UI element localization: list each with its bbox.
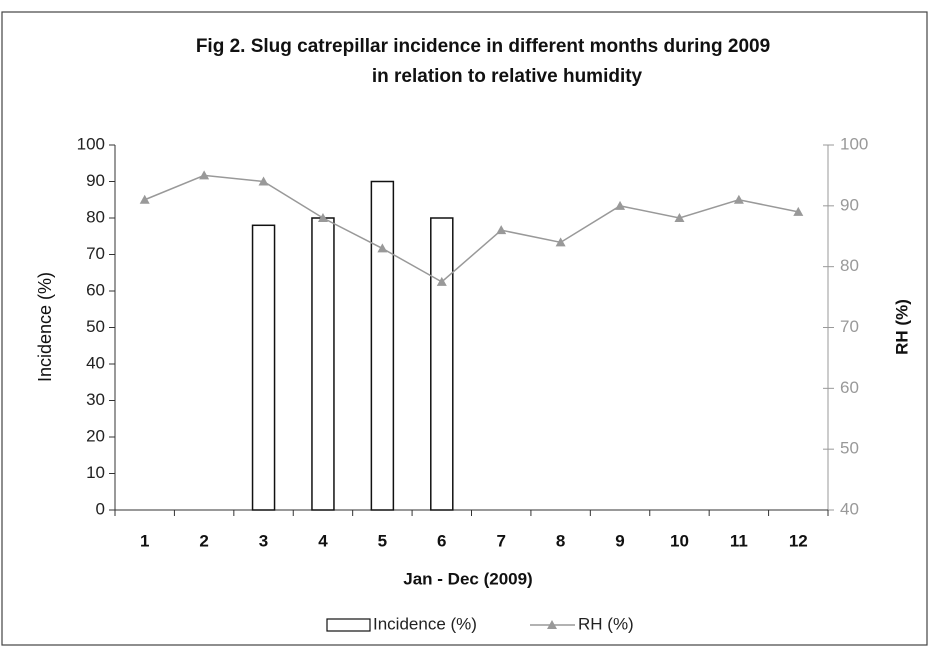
bar bbox=[251, 224, 276, 511]
x-tick-label: 8 bbox=[556, 531, 565, 550]
x-tick-label: 7 bbox=[496, 531, 505, 550]
x-tick-label: 10 bbox=[670, 531, 689, 550]
y2-tick-label: 90 bbox=[840, 195, 859, 214]
rh-marker bbox=[436, 276, 447, 286]
x-tick-label: 12 bbox=[789, 531, 808, 550]
y-tick-label: 30 bbox=[86, 390, 105, 409]
chart-title: in relation to relative humidity bbox=[372, 66, 643, 87]
x-tick-label: 4 bbox=[318, 531, 328, 550]
rh-marker bbox=[317, 213, 328, 222]
y2-tick-label: 50 bbox=[840, 439, 859, 458]
y-tick-label: 0 bbox=[96, 499, 105, 518]
rh-marker bbox=[139, 194, 150, 204]
y2-tick-label: 70 bbox=[840, 317, 859, 336]
rh-marker bbox=[733, 194, 744, 204]
bar bbox=[370, 180, 395, 511]
rh-marker bbox=[615, 200, 626, 210]
x-axis-label: Jan - Dec (2009) bbox=[403, 569, 532, 588]
x-tick-label: 5 bbox=[378, 531, 387, 550]
rh-marker bbox=[793, 206, 804, 216]
legend-label: Incidence (%) bbox=[373, 614, 477, 633]
y-tick-label: 50 bbox=[86, 317, 105, 336]
y-tick-label: 10 bbox=[86, 463, 105, 482]
y-tick-label: 90 bbox=[86, 171, 105, 190]
y2-tick-label: 100 bbox=[840, 134, 868, 153]
rh-marker bbox=[496, 225, 507, 235]
bar bbox=[311, 217, 335, 511]
x-tick-label: 3 bbox=[259, 531, 268, 550]
x-tick-label: 6 bbox=[437, 531, 446, 550]
y-tick-label: 20 bbox=[86, 426, 105, 445]
y-axis-label: Incidence (%) bbox=[35, 272, 55, 382]
rh-marker bbox=[555, 237, 566, 247]
legend-marker bbox=[547, 620, 557, 629]
y-tick-label: 70 bbox=[86, 244, 105, 263]
y2-tick-label: 80 bbox=[840, 256, 859, 275]
x-tick-label: 1 bbox=[140, 531, 149, 550]
legend-swatch bbox=[326, 618, 371, 632]
y2-axis-label: RH (%) bbox=[892, 299, 911, 355]
rh-marker bbox=[258, 176, 269, 186]
y-tick-label: 80 bbox=[86, 207, 105, 226]
rh-marker bbox=[674, 213, 685, 222]
legend-label: RH (%) bbox=[578, 614, 634, 633]
rh-marker bbox=[377, 243, 388, 253]
chart-title: Fig 2. Slug catrepillar incidence in dif… bbox=[196, 36, 770, 57]
x-tick-label: 11 bbox=[730, 531, 748, 550]
y-tick-label: 40 bbox=[86, 353, 105, 372]
x-tick-label: 2 bbox=[199, 531, 208, 550]
y-tick-label: 100 bbox=[77, 134, 105, 153]
y2-tick-label: 40 bbox=[840, 499, 859, 518]
frame bbox=[1, 11, 928, 646]
y-tick-label: 60 bbox=[86, 280, 105, 299]
rh-marker bbox=[199, 170, 210, 180]
bar bbox=[430, 217, 454, 511]
rh-line bbox=[144, 174, 799, 283]
x-tick-label: 9 bbox=[615, 531, 624, 550]
y2-tick-label: 60 bbox=[840, 378, 859, 397]
